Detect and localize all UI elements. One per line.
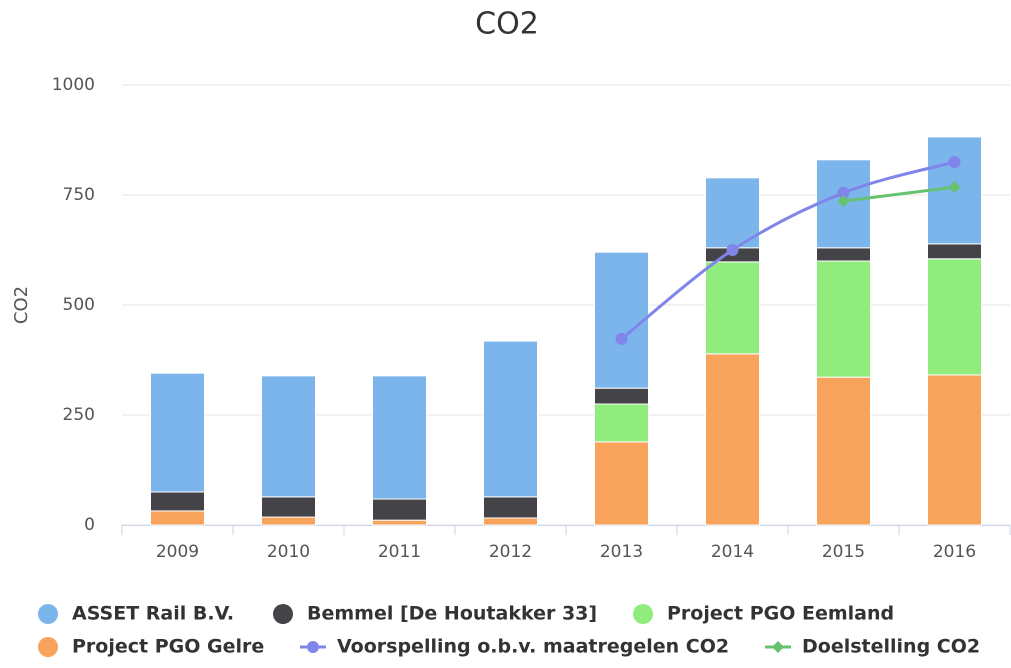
line-point [837, 195, 850, 208]
bar-segment [705, 353, 760, 526]
legend-label: Project PGO Gelre [72, 636, 264, 658]
y-axis-label: CO2 [11, 286, 32, 324]
x-tick-label: 2010 [267, 542, 310, 562]
bar-segment [483, 517, 538, 526]
bar-segment [816, 260, 871, 378]
bar-segment [594, 387, 649, 405]
bar-segment [261, 496, 316, 518]
legend-symbol [772, 641, 784, 653]
bar-segment [816, 376, 871, 526]
bar-segment [372, 498, 427, 521]
bar-segment [816, 247, 871, 262]
bar-segment [483, 340, 538, 498]
line-point [948, 156, 961, 168]
bar-segment [150, 510, 205, 526]
y-tick-label: 250 [63, 405, 95, 425]
x-tick-label: 2009 [156, 542, 199, 562]
line-point [837, 186, 850, 199]
x-tick-label: 2016 [933, 542, 976, 562]
legend-label: Voorspelling o.b.v. maatregelen CO2 [337, 636, 729, 658]
bar-segment [927, 374, 982, 526]
bar-segment [927, 258, 982, 376]
line-point [948, 181, 961, 194]
legend-label: Project PGO Eemland [667, 603, 894, 625]
bar-segment [927, 243, 982, 260]
bar-segment [261, 375, 316, 498]
legend-symbol [633, 604, 653, 624]
bar-segment [150, 372, 205, 493]
line-series [843, 185, 955, 203]
x-tick-label: 2012 [489, 542, 532, 562]
x-tick-label: 2011 [378, 542, 421, 562]
bar-segment [594, 403, 649, 443]
legend-symbol [38, 604, 58, 624]
legend-symbol [307, 641, 319, 653]
y-tick-label: 1000 [52, 75, 95, 95]
bar-segment [372, 375, 427, 500]
line-point [615, 332, 628, 345]
bar-segment [261, 516, 316, 526]
legend-symbol [273, 604, 293, 624]
bar-segment [705, 177, 760, 249]
line-series [620, 160, 955, 341]
bar-segment [594, 251, 649, 389]
line-point [726, 244, 739, 256]
bar-segment [594, 441, 649, 526]
y-tick-label: 500 [63, 295, 95, 315]
legend-label: Bemmel [De Houtakker 33] [307, 603, 597, 625]
x-tick-label: 2013 [600, 542, 643, 562]
chart-title: CO2 [475, 7, 539, 42]
bar-segment [150, 491, 205, 512]
bar-segment [483, 496, 538, 519]
legend-symbol [38, 637, 58, 657]
bar-segment [705, 261, 760, 355]
y-tick-label: 0 [84, 515, 95, 535]
x-tick-label: 2014 [711, 542, 754, 562]
legend-label: Doelstelling CO2 [802, 636, 980, 658]
y-tick-label: 750 [63, 185, 95, 205]
x-tick-label: 2015 [822, 542, 865, 562]
legend-label: ASSET Rail B.V. [72, 603, 234, 625]
bar-segment [372, 519, 427, 526]
